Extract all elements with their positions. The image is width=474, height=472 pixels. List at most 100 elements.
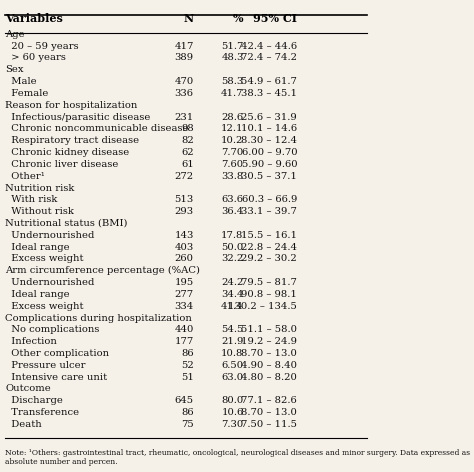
Text: 4.80 – 8.20: 4.80 – 8.20 [241,372,297,382]
Text: Without risk: Without risk [5,207,74,216]
Text: 51.1 – 58.0: 51.1 – 58.0 [241,325,297,334]
Text: 51: 51 [181,372,194,382]
Text: 195: 195 [174,278,194,287]
Text: 10.1 – 14.6: 10.1 – 14.6 [241,125,297,134]
Text: 63.6: 63.6 [221,195,244,204]
Text: Chronic kidney disease: Chronic kidney disease [5,148,129,157]
Text: 260: 260 [175,254,194,263]
Text: 63.0: 63.0 [221,372,244,382]
Text: 417: 417 [174,42,194,51]
Text: Variables: Variables [5,13,63,24]
Text: 22.8 – 24.4: 22.8 – 24.4 [241,243,297,252]
Text: 130.2 – 134.5: 130.2 – 134.5 [228,302,297,311]
Text: 7.60: 7.60 [221,160,244,169]
Text: Ideal range: Ideal range [5,290,70,299]
Text: 30.5 – 37.1: 30.5 – 37.1 [241,172,297,181]
Text: Intensive care unit: Intensive care unit [5,372,107,382]
Text: 29.2 – 30.2: 29.2 – 30.2 [241,254,297,263]
Text: 86: 86 [181,408,194,417]
Text: 19.2 – 24.9: 19.2 – 24.9 [241,337,297,346]
Text: 8.30 – 12.4: 8.30 – 12.4 [241,136,297,145]
Text: 41.4: 41.4 [221,302,244,311]
Text: Reason for hospitalization: Reason for hospitalization [5,101,137,110]
Text: 80.0: 80.0 [221,396,244,405]
Text: Excess weight: Excess weight [5,302,83,311]
Text: 12.1: 12.1 [221,125,244,134]
Text: 24.2: 24.2 [221,278,244,287]
Text: 60.3 – 66.9: 60.3 – 66.9 [242,195,297,204]
Text: Age: Age [5,30,25,39]
Text: %: % [233,13,244,24]
Text: 7.30: 7.30 [221,420,244,429]
Text: Chronic liver disease: Chronic liver disease [5,160,118,169]
Text: Undernourished: Undernourished [5,231,94,240]
Text: 277: 277 [174,290,194,299]
Text: 403: 403 [174,243,194,252]
Text: Male: Male [5,77,36,86]
Text: Female: Female [5,89,48,98]
Text: Other¹: Other¹ [5,172,45,181]
Text: 61: 61 [181,160,194,169]
Text: 440: 440 [174,325,194,334]
Text: 82: 82 [181,136,194,145]
Text: 62: 62 [181,148,194,157]
Text: 15.5 – 16.1: 15.5 – 16.1 [241,231,297,240]
Text: 645: 645 [174,396,194,405]
Text: 10.2: 10.2 [221,136,244,145]
Text: 51.7: 51.7 [221,42,244,51]
Text: 75: 75 [181,420,194,429]
Text: 5.90 – 9.60: 5.90 – 9.60 [242,160,297,169]
Text: 33.1 – 39.7: 33.1 – 39.7 [241,207,297,216]
Text: 4.90 – 8.40: 4.90 – 8.40 [241,361,297,370]
Text: Note: ¹Others: gastrointestinal tract, rheumatic, oncological, neurological dise: Note: ¹Others: gastrointestinal tract, r… [5,449,470,466]
Text: Excess weight: Excess weight [5,254,83,263]
Text: 79.5 – 81.7: 79.5 – 81.7 [241,278,297,287]
Text: 6.50: 6.50 [221,361,244,370]
Text: Transference: Transference [5,408,79,417]
Text: 7.50 – 11.5: 7.50 – 11.5 [241,420,297,429]
Text: With risk: With risk [5,195,57,204]
Text: N: N [183,13,194,24]
Text: No complications: No complications [5,325,100,334]
Text: Other complication: Other complication [5,349,109,358]
Text: 334: 334 [174,302,194,311]
Text: 58.3: 58.3 [221,77,244,86]
Text: > 60 years: > 60 years [5,53,66,62]
Text: 21.9: 21.9 [221,337,244,346]
Text: Chronic noncommunicable disease: Chronic noncommunicable disease [5,125,189,134]
Text: Sex: Sex [5,65,24,74]
Text: 95% CI: 95% CI [253,13,297,24]
Text: 389: 389 [174,53,194,62]
Text: Nutrition risk: Nutrition risk [5,184,74,193]
Text: 41.7: 41.7 [221,89,244,98]
Text: 52: 52 [181,361,194,370]
Text: Pressure ulcer: Pressure ulcer [5,361,86,370]
Text: 90.8 – 98.1: 90.8 – 98.1 [241,290,297,299]
Text: 6.00 – 9.70: 6.00 – 9.70 [242,148,297,157]
Text: 54.9 – 61.7: 54.9 – 61.7 [241,77,297,86]
Text: Arm circumference percentage (%AC): Arm circumference percentage (%AC) [5,266,200,275]
Text: 10.6: 10.6 [221,408,244,417]
Text: 72.4 – 74.2: 72.4 – 74.2 [241,53,297,62]
Text: 98: 98 [181,125,194,134]
Text: 513: 513 [174,195,194,204]
Text: Undernourished: Undernourished [5,278,94,287]
Text: 8.70 – 13.0: 8.70 – 13.0 [241,349,297,358]
Text: 8.70 – 13.0: 8.70 – 13.0 [241,408,297,417]
Text: 272: 272 [174,172,194,181]
Text: 20 – 59 years: 20 – 59 years [5,42,79,51]
Text: Infectious/parasitic disease: Infectious/parasitic disease [5,113,150,122]
Text: 42.4 – 44.6: 42.4 – 44.6 [241,42,297,51]
Text: 28.6: 28.6 [221,113,244,122]
Text: 77.1 – 82.6: 77.1 – 82.6 [241,396,297,405]
Text: Ideal range: Ideal range [5,243,70,252]
Text: 336: 336 [175,89,194,98]
Text: Discharge: Discharge [5,396,63,405]
Text: 54.5: 54.5 [221,325,244,334]
Text: 7.70: 7.70 [221,148,244,157]
Text: 33.8: 33.8 [221,172,244,181]
Text: 25.6 – 31.9: 25.6 – 31.9 [241,113,297,122]
Text: 36.4: 36.4 [221,207,244,216]
Text: 231: 231 [174,113,194,122]
Text: 293: 293 [174,207,194,216]
